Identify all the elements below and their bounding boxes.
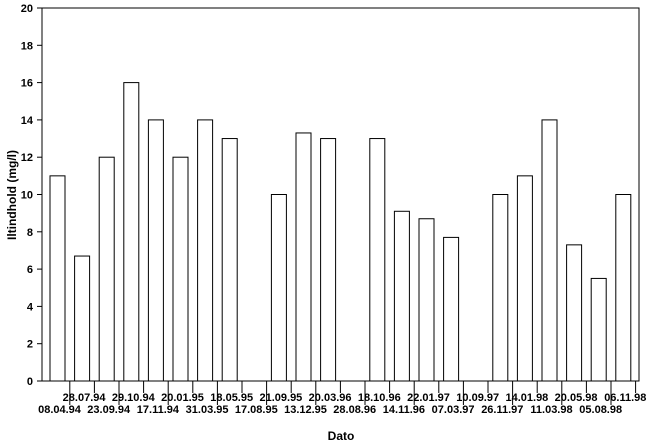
x-tick-label: 20.03.96 bbox=[309, 392, 352, 404]
x-axis-title: Dato bbox=[328, 429, 355, 443]
y-tick-label: 20 bbox=[21, 3, 33, 15]
y-tick-label: 8 bbox=[27, 227, 33, 239]
x-tick-label: 13.12.95 bbox=[284, 404, 327, 416]
bar bbox=[566, 244, 583, 382]
x-tick-label: 14.11.96 bbox=[383, 404, 425, 416]
bar bbox=[98, 156, 115, 382]
bar bbox=[615, 194, 632, 382]
y-tick-label: 6 bbox=[27, 264, 33, 276]
bar bbox=[393, 210, 410, 382]
x-tick-label: 28.08.96 bbox=[333, 404, 376, 416]
bar bbox=[369, 138, 386, 382]
x-tick-label: 17.08.95 bbox=[235, 404, 278, 416]
bar bbox=[492, 194, 509, 382]
bar bbox=[516, 175, 533, 382]
bar bbox=[590, 277, 607, 382]
bar bbox=[443, 236, 460, 382]
y-tick-label: 12 bbox=[21, 152, 33, 164]
y-tick-label: 14 bbox=[21, 115, 34, 127]
bar bbox=[172, 156, 189, 382]
x-tick-label: 23.09.94 bbox=[87, 404, 131, 416]
x-tick-label: 26.11.97 bbox=[481, 404, 523, 416]
bar bbox=[147, 119, 164, 382]
bar bbox=[418, 218, 435, 382]
bar bbox=[197, 119, 214, 382]
x-tick-label: 07.03.97 bbox=[432, 404, 475, 416]
x-tick-label: 22.01.97 bbox=[407, 392, 450, 404]
bar bbox=[221, 138, 238, 382]
x-tick-label: 18.05.95 bbox=[210, 392, 253, 404]
x-tick-label: 11.03.98 bbox=[530, 404, 572, 416]
y-axis-title: Iltindhold (mg/l) bbox=[5, 150, 19, 240]
x-tick-label: 05.08.98 bbox=[579, 404, 622, 416]
bar bbox=[320, 138, 337, 382]
x-tick-label: 21.09.95 bbox=[259, 392, 302, 404]
x-tick-label: 28.07.94 bbox=[63, 392, 107, 404]
x-tick-label: 18.10.96 bbox=[358, 392, 401, 404]
bar bbox=[49, 175, 66, 382]
x-tick-label: 06.11.98 bbox=[604, 392, 646, 404]
y-axis: 0 2 4 6 8 10 12 14 16 18 20 bbox=[21, 3, 42, 388]
bar bbox=[270, 194, 287, 382]
y-tick-label: 16 bbox=[21, 78, 33, 90]
x-tick-label: 29.10.94 bbox=[112, 392, 156, 404]
bar bbox=[295, 132, 312, 382]
y-tick-label: 0 bbox=[27, 376, 33, 388]
x-tick-label: 31.03.95 bbox=[186, 404, 229, 416]
x-tick-label: 14.01.98 bbox=[505, 392, 548, 404]
x-tick-label: 20.01.95 bbox=[161, 392, 204, 404]
x-axis: 08.04.9428.07.9423.09.9429.10.9417.11.94… bbox=[38, 381, 646, 416]
y-tick-label: 2 bbox=[27, 339, 33, 351]
y-tick-label: 4 bbox=[27, 301, 34, 313]
x-tick-label: 10.09.97 bbox=[456, 392, 499, 404]
bars bbox=[49, 82, 632, 382]
x-tick-label: 20.05.98 bbox=[555, 392, 598, 404]
x-tick-label: 08.04.94 bbox=[38, 404, 82, 416]
y-tick-label: 10 bbox=[21, 190, 33, 202]
bar bbox=[541, 119, 558, 382]
bar bbox=[123, 82, 140, 382]
x-tick-label: 17.11.94 bbox=[137, 404, 180, 416]
bar bbox=[74, 255, 91, 382]
y-tick-label: 18 bbox=[21, 40, 33, 52]
